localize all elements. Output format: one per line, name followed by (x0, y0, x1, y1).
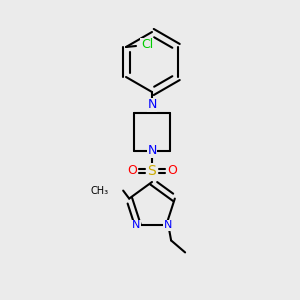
Text: S: S (148, 164, 156, 178)
Text: O: O (127, 164, 137, 178)
Text: N: N (132, 220, 140, 230)
Text: N: N (147, 145, 157, 158)
Text: O: O (167, 164, 177, 178)
Text: N: N (164, 220, 172, 230)
Text: CH₃: CH₃ (90, 186, 108, 196)
Text: Cl: Cl (141, 38, 153, 52)
Text: N: N (147, 98, 157, 112)
